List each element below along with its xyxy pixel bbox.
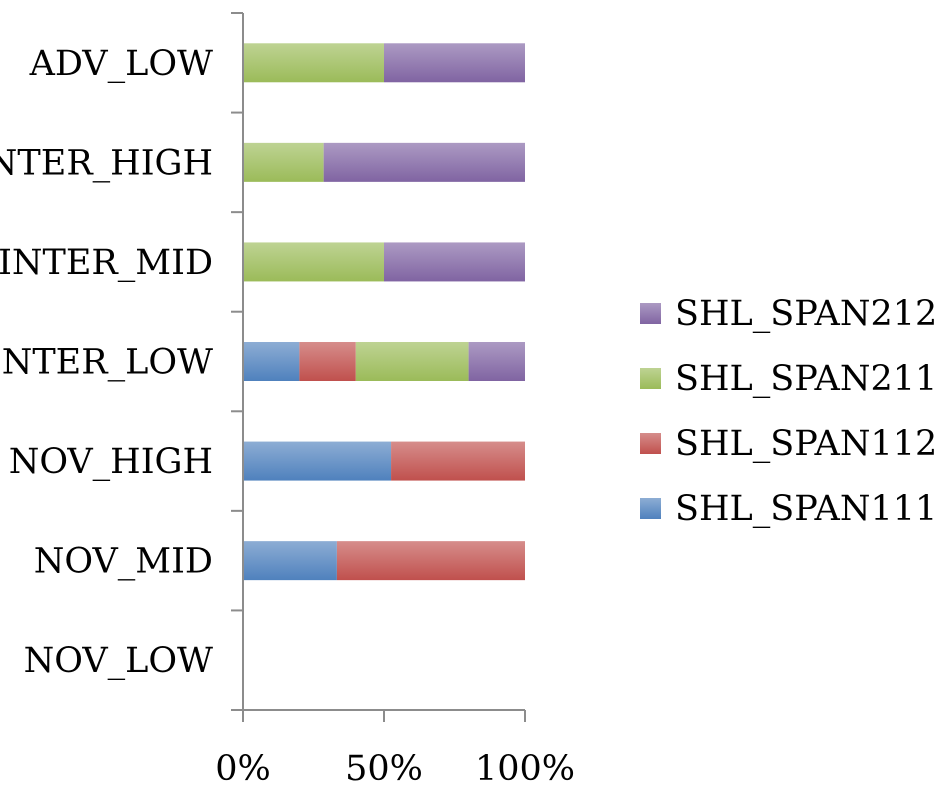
legend-swatch-shl-span212 — [640, 303, 661, 324]
legend-label-shl-span112: SHL_SPAN112 — [675, 424, 937, 464]
value-tick-label: 0% — [215, 749, 271, 789]
category-label-nov-high: NOV_HIGH — [9, 442, 213, 482]
bar-nov-mid-shl-span112 — [336, 541, 525, 581]
category-label-adv-low: ADV_LOW — [29, 44, 213, 84]
legend-swatch-shl-span111 — [640, 498, 661, 519]
category-label-nov-mid: NOV_MID — [34, 542, 213, 582]
bar-inter-mid-shl-span211 — [243, 242, 384, 282]
bar-inter-high-shl-span212 — [323, 142, 525, 182]
bar-nov-high-shl-span111 — [243, 441, 392, 481]
legend-label-shl-span212: SHL_SPAN212 — [675, 294, 937, 334]
category-label-nov-low: NOV_LOW — [24, 641, 213, 681]
bar-inter-low-shl-span211 — [355, 342, 469, 381]
category-label-inter-low: INTER_LOW — [0, 343, 213, 383]
category-label-inter-mid: INTER_MID — [0, 243, 213, 283]
legend-swatch-shl-span211 — [640, 368, 661, 389]
bar-inter-low-shl-span212 — [468, 342, 525, 381]
bars-group — [243, 43, 525, 581]
category-label-inter-high: INTER_HIGH — [0, 143, 213, 183]
legend: SHL_SPAN212 SHL_SPAN211 SHL_SPAN112 SHL_SPA… — [640, 294, 937, 529]
bar-inter-low-shl-span112 — [299, 342, 356, 381]
bar-inter-mid-shl-span212 — [384, 242, 525, 282]
legend-label-shl-span211: SHL_SPAN211 — [675, 359, 937, 399]
axes-group: NOV_LOW NOV_MID NOV_HIGH INTER_LOW INTER_MID… — [0, 12, 575, 789]
bar-nov-high-shl-span112 — [391, 441, 525, 481]
bar-inter-high-shl-span211 — [243, 142, 324, 182]
legend-label-shl-span111: SHL_SPAN111 — [675, 489, 937, 529]
bar-inter-low-shl-span111 — [243, 342, 300, 381]
bar-nov-mid-shl-span111 — [243, 541, 337, 581]
value-tick-label: 50% — [345, 749, 423, 789]
legend-swatch-shl-span112 — [640, 433, 661, 454]
bar-adv-low-shl-span211 — [243, 43, 384, 83]
value-tick-label: 100% — [475, 749, 575, 789]
bar-adv-low-shl-span212 — [384, 43, 525, 83]
